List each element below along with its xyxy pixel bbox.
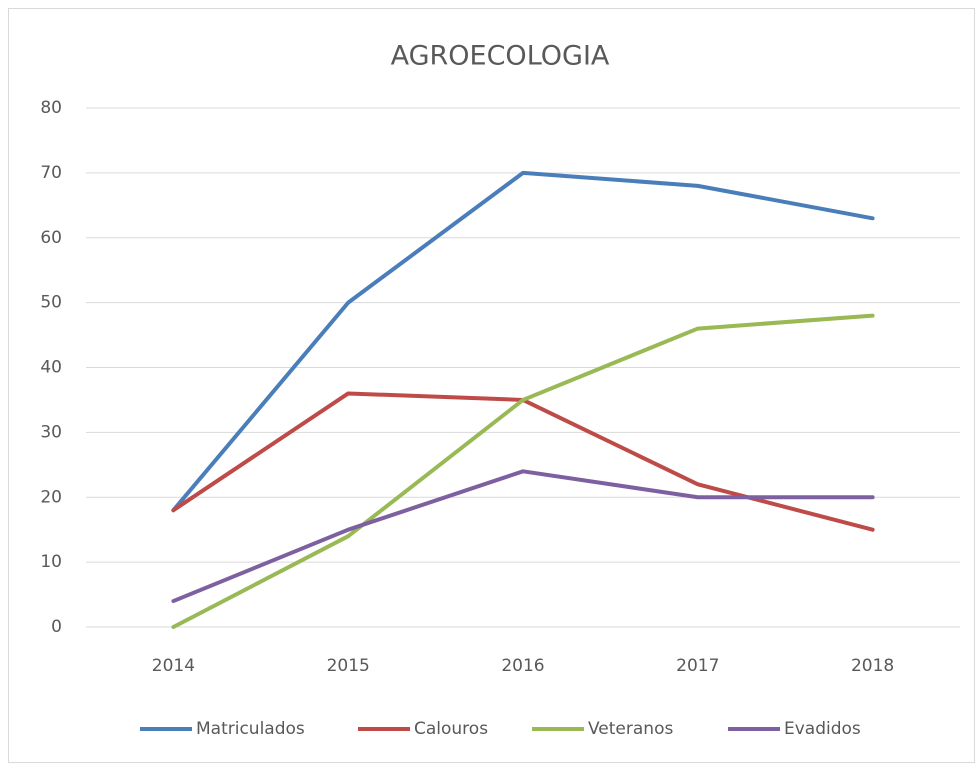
y-tick-label: 0 <box>51 617 62 637</box>
chart-frame <box>8 8 975 763</box>
y-tick-label: 50 <box>40 293 62 313</box>
series-line <box>171 313 875 629</box>
legend-label: Evadidos <box>784 719 861 739</box>
legend-label: Matriculados <box>196 719 305 739</box>
y-tick-label: 30 <box>40 422 62 442</box>
y-tick-label: 80 <box>40 98 62 118</box>
series-line <box>171 469 875 604</box>
x-tick-label: 2018 <box>851 656 894 676</box>
chart-title: AGROECOLOGIA <box>391 41 610 72</box>
x-tick-label: 2017 <box>676 656 719 676</box>
legend-label: Veteranos <box>588 719 673 739</box>
x-tick-label: 2014 <box>152 656 195 676</box>
legend-label: Calouros <box>414 719 488 739</box>
y-tick-label: 40 <box>40 358 62 378</box>
y-tick-label: 70 <box>40 163 62 183</box>
y-tick-label: 10 <box>40 552 62 572</box>
x-tick-label: 2016 <box>501 656 544 676</box>
y-tick-label: 60 <box>40 228 62 248</box>
x-tick-label: 2015 <box>327 656 370 676</box>
series-line <box>171 170 875 513</box>
y-tick-label: 20 <box>40 487 62 507</box>
